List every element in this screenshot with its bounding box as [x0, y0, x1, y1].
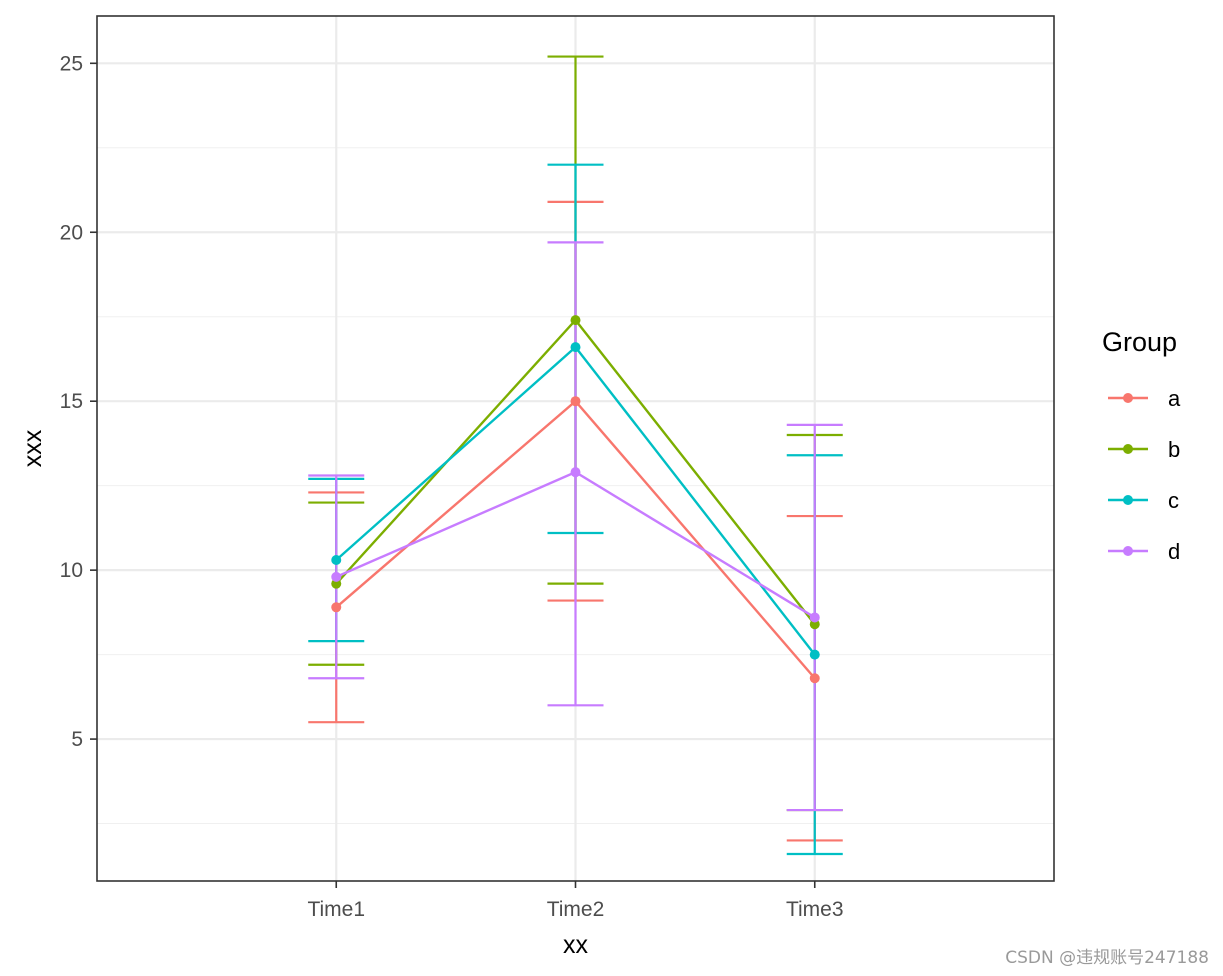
- legend-title: Group: [1102, 327, 1177, 357]
- legend-label-a: a: [1168, 386, 1181, 411]
- data-point-c: [570, 342, 581, 353]
- legend: Group a b c d: [1102, 327, 1181, 564]
- data-point-d: [570, 467, 581, 478]
- y-tick-label: 15: [60, 390, 83, 413]
- legend-item-a: a: [1108, 386, 1181, 411]
- legend-key-point: [1123, 546, 1133, 556]
- legend-label-b: b: [1168, 437, 1180, 462]
- legend-item-b: b: [1108, 437, 1180, 462]
- x-axis-title: xx: [563, 931, 589, 959]
- x-tick-label: Time1: [307, 898, 365, 921]
- data-point-a: [570, 396, 581, 407]
- x-tick-label: Time2: [547, 898, 605, 921]
- y-tick-label: 25: [60, 52, 83, 75]
- data-point-b: [570, 315, 581, 326]
- data-point-a: [809, 673, 820, 684]
- legend-key-point: [1123, 444, 1133, 454]
- axis-ticks: 5 10 15 20 25 Time1 Time2 Time3: [60, 52, 844, 921]
- data-point-d: [331, 571, 342, 582]
- data-point-d: [809, 612, 820, 623]
- legend-label-d: d: [1168, 539, 1180, 564]
- y-axis-title: xxx: [19, 429, 47, 467]
- legend-item-d: d: [1108, 539, 1180, 564]
- legend-item-c: c: [1108, 488, 1179, 513]
- y-tick-label: 20: [60, 221, 83, 244]
- legend-key-point: [1123, 393, 1133, 403]
- legend-label-c: c: [1168, 488, 1179, 513]
- y-tick-label: 5: [71, 728, 83, 751]
- series-points: [331, 315, 820, 684]
- watermark: CSDN @违规账号247188: [1005, 948, 1209, 968]
- data-point-c: [809, 649, 820, 660]
- data-point-a: [331, 602, 342, 613]
- x-tick-label: Time3: [786, 898, 844, 921]
- legend-key-point: [1123, 495, 1133, 505]
- y-tick-label: 10: [60, 559, 83, 582]
- data-point-c: [331, 555, 342, 566]
